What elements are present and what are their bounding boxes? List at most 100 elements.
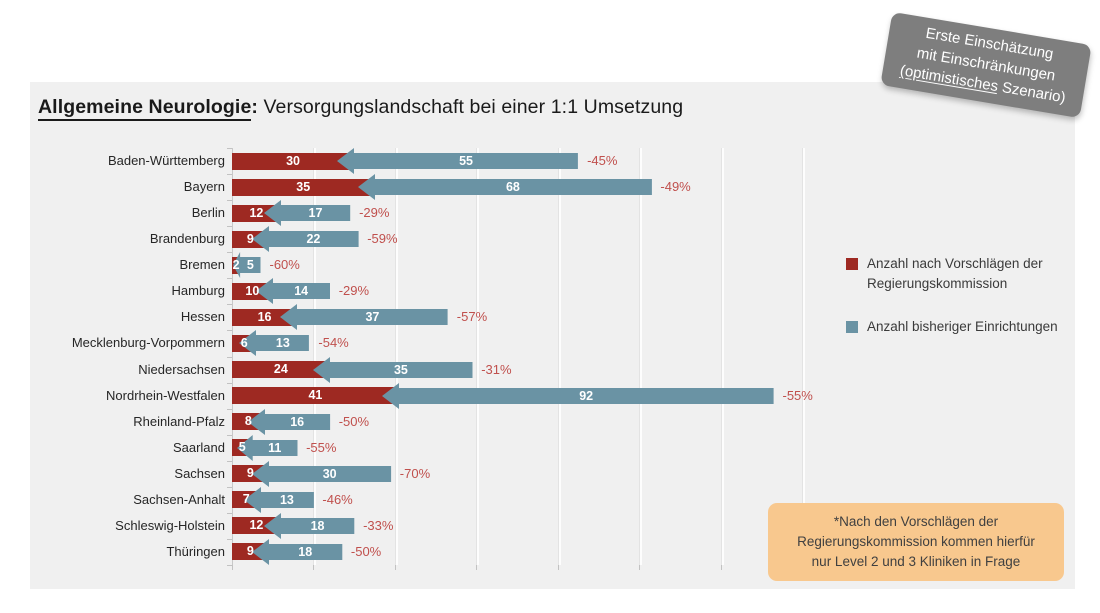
bar-value-label: 16	[290, 414, 305, 429]
arrow-bar-bisherige-einrichtungen	[337, 148, 578, 174]
category-label: Schleswig-Holstein	[115, 517, 225, 533]
arrow-bar-bisherige-einrichtungen	[236, 434, 298, 461]
chart-row: Thüringen 9 18 -50%	[30, 538, 1075, 565]
category-label: Mecklenburg-Vorpommern	[71, 335, 225, 351]
page-title: Allgemeine Neurologie: Versorgungslandsc…	[38, 96, 683, 121]
arrow-bar-bisherige-einrichtungen	[243, 486, 314, 513]
chart-row: Bayern 35 68 -49%	[30, 174, 1075, 201]
content-panel: Baden-Württemberg 30 55 -45% Bayern 35 68 -49% B…	[30, 82, 1075, 589]
bar-regierungskommission	[232, 361, 330, 378]
gridline	[476, 148, 480, 565]
arrow-shape	[251, 460, 391, 487]
category-label: Sachsen-Anhalt	[133, 491, 225, 507]
delta-label: -57%	[456, 309, 488, 325]
bar-value-label: 18	[298, 544, 313, 559]
arrow-bar-bisherige-einrichtungen	[280, 304, 448, 331]
delta-label: -50%	[350, 543, 382, 559]
footnote-line: nur Level 2 und 3 Kliniken in Frage	[811, 553, 1021, 569]
legend-item-bisherige-einrichtungen: Anzahl bisheriger Einrichtungen	[846, 317, 1074, 337]
bar-value-label: 30	[286, 153, 300, 168]
bar-value-label: 9	[246, 544, 254, 559]
delta-label: -31%	[481, 361, 512, 377]
y-axis-tick	[227, 382, 232, 384]
arrow-bar-bisherige-einrichtungen	[263, 200, 351, 227]
bar-value-label: 6	[240, 335, 248, 350]
chart-legend: Anzahl nach Vorschlägen der Regierungsko…	[846, 254, 1074, 361]
delta-label: -33%	[363, 517, 394, 533]
arrow-shape	[357, 174, 652, 201]
arrow-shape	[243, 486, 314, 513]
chart-row: Rheinland-Pfalz 8 16 -50%	[30, 408, 1075, 435]
bar-value-label: 9	[246, 466, 254, 481]
arrow-shape	[247, 408, 330, 435]
bar-value-label: 16	[257, 309, 272, 324]
chart-row: Berlin 12 17 -29%	[30, 200, 1075, 227]
bar-value-label: 11	[268, 440, 282, 455]
gridline	[394, 148, 398, 565]
bar-value-label: 35	[393, 362, 408, 377]
bar-value-label: 9	[246, 231, 254, 246]
page-title-colon: :	[251, 96, 258, 118]
category-label: Bremen	[179, 257, 225, 273]
legend-label: Anzahl nach Vorschlägen der Regierungsko…	[867, 256, 1043, 291]
bar-value-label: 30	[322, 466, 337, 481]
arrow-shape	[312, 356, 473, 383]
arrow-shape	[255, 278, 330, 305]
arrow-shape	[263, 200, 351, 227]
chart-row: Nordrhein-Westfalen 41 92 -55%	[30, 382, 1075, 409]
delta-label: -49%	[660, 179, 691, 195]
bar-value-label: 10	[245, 283, 260, 298]
category-label: Brandenburg	[149, 231, 225, 247]
gridline	[720, 148, 724, 565]
y-axis-tick	[227, 304, 232, 306]
delta-label: -55%	[306, 439, 337, 455]
y-axis-tick	[227, 200, 232, 202]
delta-label: -46%	[322, 491, 353, 507]
x-axis-tick	[639, 565, 641, 570]
arrow-bar-bisherige-einrichtungen	[239, 330, 310, 357]
arrow-bar-bisherige-einrichtungen	[251, 538, 342, 565]
delta-label: -29%	[359, 205, 390, 221]
bar-value-label: 22	[306, 232, 321, 247]
y-axis-tick	[227, 174, 232, 176]
chart-row: Hamburg 10 14 -29%	[30, 278, 1075, 305]
legend-item-regierungskommission: Anzahl nach Vorschlägen der Regierungsko…	[846, 254, 1074, 293]
footnote-box: *Nach den Vorschlägen der Regierungskomm…	[768, 503, 1064, 581]
y-axis-tick	[227, 356, 232, 358]
bar-value-label: 13	[279, 492, 294, 507]
y-axis-tick	[227, 278, 232, 280]
category-label: Niedersachsen	[138, 361, 225, 377]
y-axis-tick	[227, 330, 232, 332]
chart-row: Niedersachsen 24 35 -31%	[30, 356, 1075, 383]
gridline	[639, 148, 643, 565]
y-axis-tick	[227, 252, 232, 254]
chart-row: Mecklenburg-Vorpommern 6 13 -54%	[30, 330, 1075, 357]
category-label: Sachsen	[174, 465, 225, 481]
bar-value-label: 7	[242, 492, 250, 507]
bar-chart: Baden-Württemberg 30 55 -45% Bayern 35 68 -49% B…	[30, 82, 1075, 589]
category-label: Saarland	[172, 439, 225, 455]
delta-label: -70%	[399, 465, 431, 481]
y-axis-tick	[227, 565, 232, 566]
y-axis-tick	[227, 148, 232, 149]
y-axis-tick	[227, 538, 232, 540]
arrow-shape	[337, 148, 578, 174]
delta-label: -45%	[587, 153, 618, 168]
bar-regierungskommission	[232, 387, 399, 405]
delta-label: -54%	[318, 335, 349, 351]
chart-row: Bremen 2 5 -60%	[30, 252, 1075, 279]
arrow-bar-bisherige-einrichtungen	[247, 408, 330, 435]
arrow-bar-bisherige-einrichtungen	[263, 512, 355, 539]
bar-regierungskommission	[232, 308, 298, 326]
y-axis-tick	[227, 486, 232, 488]
arrow-bar-bisherige-einrichtungen	[357, 174, 652, 201]
bar-value-label: 13	[275, 336, 290, 351]
x-axis-tick	[232, 565, 233, 570]
arrow-shape	[251, 226, 359, 253]
x-axis-tick	[313, 565, 315, 570]
arrow-shape	[251, 538, 342, 565]
arrow-bar-bisherige-einrichtungen	[312, 356, 473, 383]
delta-label: -29%	[338, 283, 370, 299]
page-title-highlight: Allgemeine Neurologie	[38, 96, 252, 121]
category-label: Thüringen	[166, 543, 225, 559]
